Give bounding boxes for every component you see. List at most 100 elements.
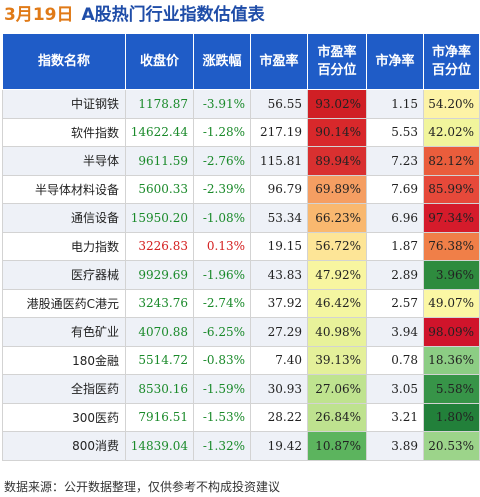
index-name-cell: 通信设备 [2,203,126,233]
table-row: 软件指数 14622.44 -1.28% 217.19 90.14% 5.53 42.02% [2,117,480,147]
pe-cell: 19.42 [250,431,308,461]
pb-percentile-cell: 85.99% [423,174,480,204]
pb-cell: 2.57 [366,288,424,318]
index-name-cell: 半导体 [2,146,126,176]
close-price-cell: 1178.87 [125,89,194,119]
pe-percentile-cell: 66.23% [307,203,367,233]
source-footer: 数据来源：公开数据整理，仅供参考不构成投资建议 [4,480,281,494]
table-row: 半导体 9611.59 -2.76% 115.81 89.94% 7.23 82.12% [2,146,480,176]
pe-cell: 56.55 [250,89,308,119]
table-row: 180金融 5514.72 -0.83% 7.40 39.13% 0.78 18.36% [2,345,480,375]
index-name-cell: 有色矿业 [2,317,126,347]
change-cell: -6.25% [193,317,251,347]
pb-percentile-cell: 42.02% [423,117,480,147]
table-row: 800消费 14839.04 -1.32% 19.42 10.87% 3.89 20.53% [2,431,480,461]
close-price-cell: 15950.20 [125,203,194,233]
close-price-cell: 5600.33 [125,174,194,204]
pb-percentile-cell: 54.20% [423,89,480,119]
pb-cell: 0.78 [366,345,424,375]
pb-percentile-cell: 5.58% [423,374,480,404]
pe-percentile-cell: 40.98% [307,317,367,347]
pb-cell: 3.94 [366,317,424,347]
index-name-cell: 港股通医药C港元 [2,288,126,318]
pb-percentile-cell: 76.38% [423,231,480,261]
pb-percentile-cell: 18.36% [423,345,480,375]
pe-cell: 96.79 [250,174,308,204]
pe-percentile-cell: 90.14% [307,117,367,147]
valuation-table: 指数名称 收盘价 涨跌幅 市盈率 市盈率 百分位 市净率 市净率 百分位 中证钢… [2,33,480,461]
close-price-cell: 3226.83 [125,231,194,261]
index-name-cell: 半导体材料设备 [2,174,126,204]
pe-percentile-cell: 56.72% [307,231,367,261]
pe-percentile-cell: 69.89% [307,174,367,204]
pb-percentile-cell: 97.34% [423,203,480,233]
pb-percentile-cell: 1.80% [423,402,480,432]
pb-cell: 1.15 [366,89,424,119]
change-cell: -1.08% [193,203,251,233]
change-cell: -2.74% [193,288,251,318]
change-cell: -2.76% [193,146,251,176]
index-name-cell: 中证钢铁 [2,89,126,119]
table-row: 300医药 7916.51 -1.53% 28.22 26.84% 3.21 1.80% [2,402,480,432]
pe-percentile-cell: 47.92% [307,260,367,290]
pe-cell: 37.92 [250,288,308,318]
pb-cell: 2.89 [366,260,424,290]
table-row: 半导体材料设备 5600.33 -2.39% 96.79 69.89% 7.69 85.99… [2,174,480,204]
change-cell: -1.59% [193,374,251,404]
index-name-cell: 医疗器械 [2,260,126,290]
change-cell: -2.39% [193,174,251,204]
pe-percentile-cell: 39.13% [307,345,367,375]
pe-percentile-cell: 93.02% [307,89,367,119]
pe-percentile-cell: 46.42% [307,288,367,318]
pe-cell: 115.81 [250,146,308,176]
pb-percentile-cell: 98.09% [423,317,480,347]
close-price-cell: 9611.59 [125,146,194,176]
index-name-cell: 软件指数 [2,117,126,147]
header-index-name: 指数名称 [2,33,126,90]
index-name-cell: 300医药 [2,402,126,432]
change-cell: -1.53% [193,402,251,432]
title-main: A股热门行业指数估值表 [81,5,265,25]
pb-cell: 7.69 [366,174,424,204]
close-price-cell: 14839.04 [125,431,194,461]
pb-percentile-cell: 3.96% [423,260,480,290]
table-header-row: 指数名称 收盘价 涨跌幅 市盈率 市盈率 百分位 市净率 市净率 百分位 [2,33,480,90]
pe-cell: 30.93 [250,374,308,404]
table-row: 有色矿业 4070.88 -6.25% 27.29 40.98% 3.94 98.09% [2,317,480,347]
table-row: 通信设备 15950.20 -1.08% 53.34 66.23% 6.96 97.34% [2,203,480,233]
pe-percentile-cell: 27.06% [307,374,367,404]
pe-cell: 27.29 [250,317,308,347]
header-close: 收盘价 [125,33,194,90]
close-price-cell: 3243.76 [125,288,194,318]
index-name-cell: 180金融 [2,345,126,375]
table-row: 港股通医药C港元 3243.76 -2.74% 37.92 46.42% 2.57 49.0… [2,288,480,318]
index-name-cell: 电力指数 [2,231,126,261]
pb-cell: 3.89 [366,431,424,461]
header-pe: 市盈率 [250,33,308,90]
header-pb-percentile: 市净率 百分位 [423,33,480,90]
pe-percentile-cell: 89.94% [307,146,367,176]
table-row: 医疗器械 9929.69 -1.96% 43.83 47.92% 2.89 3.96% [2,260,480,290]
table-row: 电力指数 3226.83 0.13% 19.15 56.72% 1.87 76.38% [2,231,480,261]
header-pb: 市净率 [366,33,424,90]
header-pe-percentile: 市盈率 百分位 [307,33,367,90]
close-price-cell: 14622.44 [125,117,194,147]
pb-cell: 6.96 [366,203,424,233]
pe-cell: 53.34 [250,203,308,233]
close-price-cell: 5514.72 [125,345,194,375]
table-row: 中证钢铁 1178.87 -3.91% 56.55 93.02% 1.15 54.20% [2,89,480,119]
change-cell: -1.96% [193,260,251,290]
pb-percentile-cell: 82.12% [423,146,480,176]
pb-cell: 5.53 [366,117,424,147]
pb-percentile-cell: 49.07% [423,288,480,318]
header-change: 涨跌幅 [193,33,251,90]
pb-cell: 3.21 [366,402,424,432]
title-date: 3月19日 [4,5,74,25]
table-row: 全指医药 8530.16 -1.59% 30.93 27.06% 3.05 5.58% [2,374,480,404]
pb-cell: 3.05 [366,374,424,404]
close-price-cell: 9929.69 [125,260,194,290]
close-price-cell: 8530.16 [125,374,194,404]
pe-percentile-cell: 10.87% [307,431,367,461]
pe-cell: 28.22 [250,402,308,432]
close-price-cell: 4070.88 [125,317,194,347]
